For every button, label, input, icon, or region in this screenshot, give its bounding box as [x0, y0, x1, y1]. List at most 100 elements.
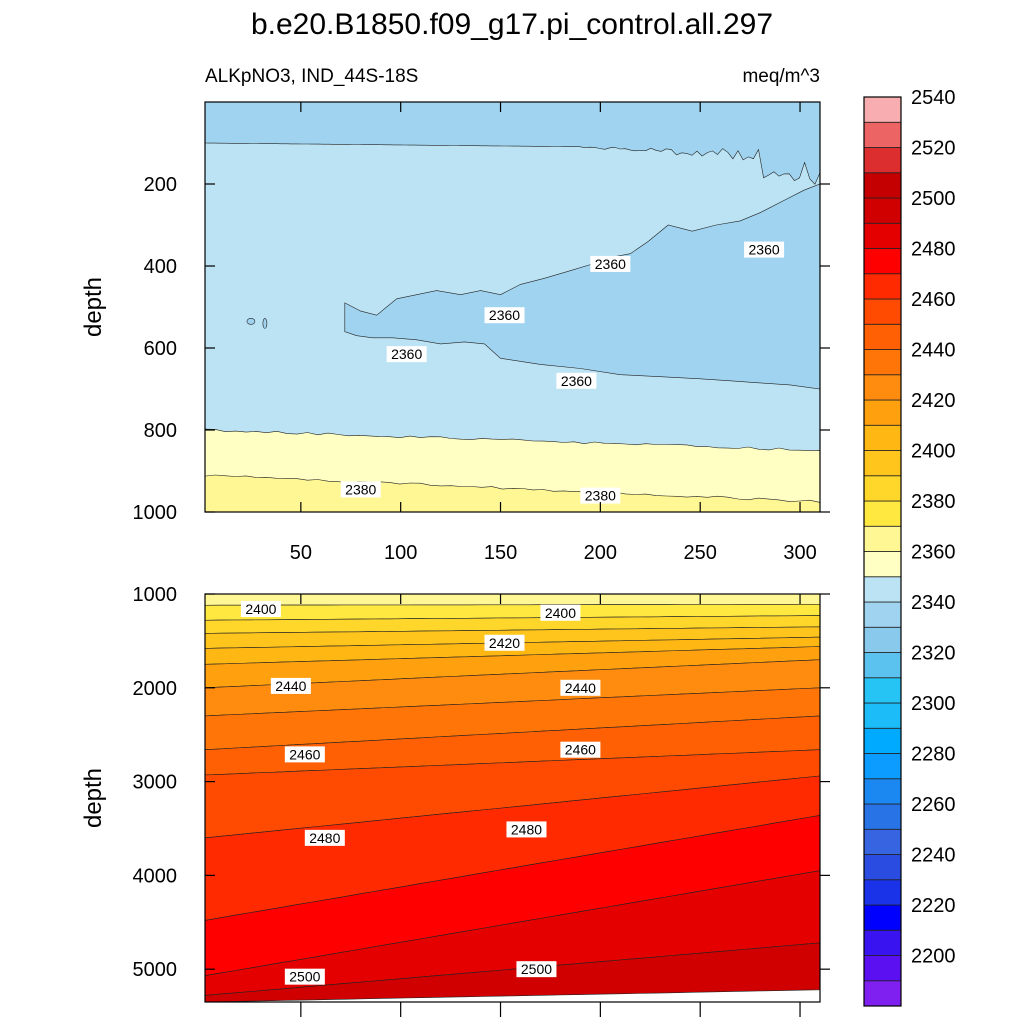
colorbar-frame — [863, 96, 902, 1007]
colorbar-segment — [863, 753, 902, 780]
colorbar-segment — [863, 197, 902, 224]
y-tick-label: 800 — [144, 420, 177, 442]
colorbar-segment — [863, 652, 902, 679]
contour-label-bg — [580, 487, 621, 504]
colorbar-label: 2380 — [911, 491, 956, 513]
colorbar-label: 2320 — [911, 643, 956, 665]
x-tick-label: 50 — [290, 542, 312, 564]
colorbar-segment — [863, 424, 902, 451]
colorbar-segment — [863, 273, 902, 300]
colorbar-segment — [863, 349, 902, 376]
contour-label: 2480 — [511, 821, 542, 837]
contour-label: 2360 — [489, 307, 520, 323]
colorbar-label: 2540 — [911, 87, 956, 109]
y-tick-label: 4000 — [133, 865, 178, 887]
colorbar-label: 2220 — [911, 895, 956, 917]
colorbar-segment — [863, 222, 902, 249]
colorbar-segment — [863, 298, 902, 325]
contour-label: 2400 — [545, 605, 576, 621]
y-tick-label: 5000 — [133, 959, 178, 981]
contour-label: 2420 — [489, 635, 520, 651]
colorbar-segment — [863, 626, 902, 653]
y-tick-label: 1000 — [133, 502, 178, 524]
contour-label-bg — [560, 679, 601, 696]
contour-label: 2360 — [595, 256, 626, 272]
colorbar-label: 2460 — [911, 289, 956, 311]
band-mid-2350-2360 — [344, 183, 821, 390]
contour-label-bg — [340, 481, 381, 498]
colorbar-label: 2480 — [911, 239, 956, 261]
contour-label-bg — [240, 601, 281, 618]
colorbar-segment — [863, 147, 902, 174]
colorbar-segment — [863, 500, 902, 527]
contour-island — [246, 318, 256, 325]
colorbar-label: 2440 — [911, 340, 956, 362]
y-tick-label: 3000 — [133, 772, 178, 794]
band-top-2350-2360 — [204, 101, 821, 185]
colorbar-segment — [863, 929, 902, 956]
x-tick-label: 100 — [384, 542, 417, 564]
colorbar-segment — [863, 803, 902, 830]
x-tick-label: 150 — [484, 542, 517, 564]
colorbar-label: 2340 — [911, 592, 956, 614]
colorbar-segment — [863, 677, 902, 704]
contour-label-bg — [540, 604, 581, 621]
contour-label-bg — [270, 677, 311, 694]
colorbar-segment — [863, 551, 902, 578]
contour-label-bg — [386, 346, 427, 363]
colorbar-label: 2400 — [911, 441, 956, 463]
colorbar-segment — [863, 172, 902, 199]
contour-label-bg — [484, 634, 525, 651]
colorbar-segment — [863, 904, 902, 931]
lower-contour-panel: 2400 2400 2420 2440 2440 2460 2460 2480 2480 2500… — [80, 584, 830, 1017]
y-tick-label: 2000 — [133, 678, 178, 700]
contour-label-bg — [516, 961, 557, 978]
contour-label: 2500 — [521, 961, 552, 977]
contour-label: 2460 — [289, 746, 320, 762]
colorbar-segment — [863, 702, 902, 729]
x-tick-label: 250 — [684, 542, 717, 564]
colorbar-label: 2500 — [911, 188, 956, 210]
y-tick-label: 600 — [144, 338, 177, 360]
figure-title: b.e20.B1850.f09_g17.pi_control.all.297 — [251, 8, 773, 41]
contour-label-bg — [304, 829, 345, 846]
contour-label: 2360 — [749, 242, 780, 258]
colorbar-label: 2260 — [911, 794, 956, 816]
contour-label-bg — [590, 255, 631, 272]
colorbar-segment — [863, 576, 902, 603]
colorbar-segment — [863, 980, 902, 1007]
contour-label: 2380 — [345, 481, 376, 497]
colorbar-segment — [863, 727, 902, 754]
y-tick-label: 400 — [144, 256, 177, 278]
contour-label-bg — [556, 372, 597, 389]
colorbar-label: 2300 — [911, 693, 956, 715]
colorbar-segment — [863, 248, 902, 275]
variable-label: ALKpNO3, IND_44S-18S — [205, 66, 418, 87]
contour-label-bg — [744, 241, 785, 258]
lower-band — [204, 593, 821, 606]
colorbar-segment — [863, 879, 902, 906]
upper-contour-panel: 2360 2360 2360 2360 2360 2380 2380 200 400 600 800… — [80, 101, 830, 564]
colorbar-segment — [863, 323, 902, 350]
contour-label-bg — [560, 741, 601, 758]
contour-label: 2380 — [585, 488, 616, 504]
x-tick-label: 200 — [584, 542, 617, 564]
colorbar-segment — [863, 828, 902, 855]
colorbar-label: 2420 — [911, 390, 956, 412]
contour-label: 2440 — [275, 678, 306, 694]
colorbar-segment — [863, 854, 902, 881]
colorbar-segment — [863, 399, 902, 426]
contour-label-bg — [484, 307, 525, 324]
colorbar-label: 2200 — [911, 946, 956, 968]
colorbar-segment — [863, 525, 902, 552]
contour-label: 2400 — [245, 601, 276, 617]
lower-y-axis-label: depth — [80, 768, 107, 828]
colorbar-segment — [863, 955, 902, 982]
colorbar-label: 2240 — [911, 845, 956, 867]
y-tick-label: 1000 — [133, 584, 178, 606]
lower-plot-frame — [204, 593, 821, 1003]
upper-y-axis-label: depth — [80, 277, 107, 337]
colorbar-segment — [863, 96, 902, 123]
colorbar-label: 2280 — [911, 744, 956, 766]
